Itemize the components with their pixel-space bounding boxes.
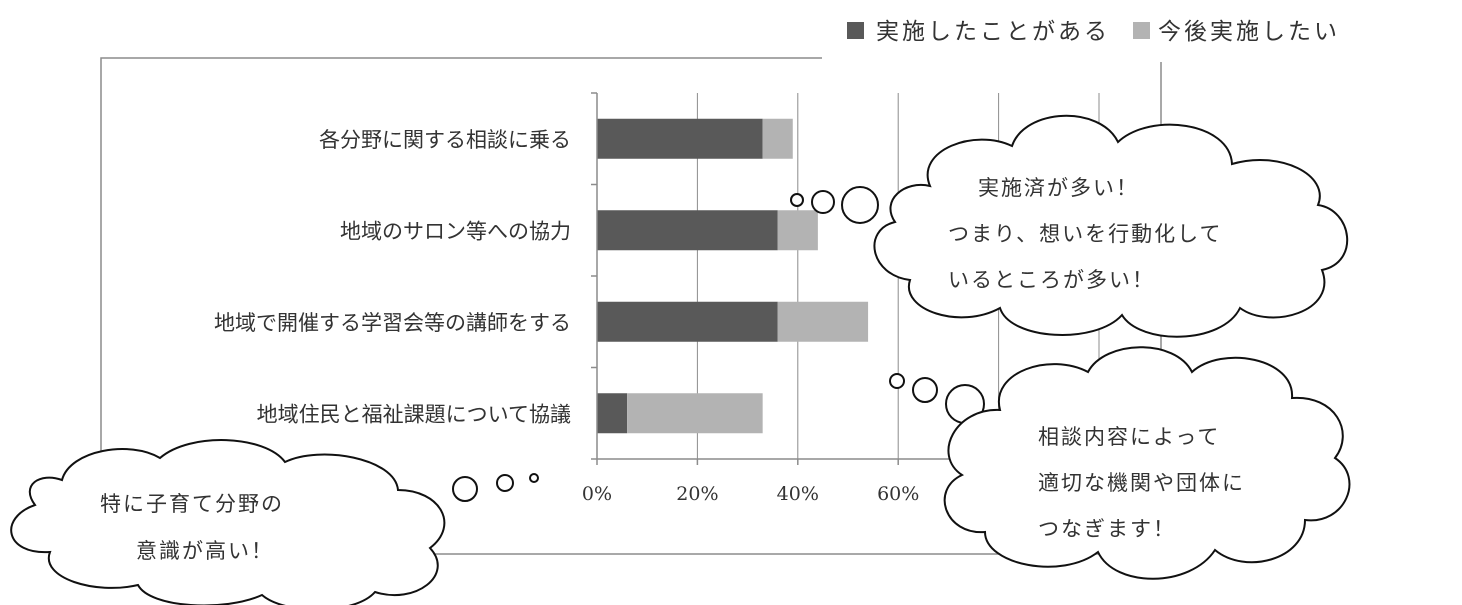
category-label: 地域住民と福祉課題について協議: [257, 402, 571, 426]
bar-series-2: [627, 393, 763, 434]
callout-line: つまり、想いを行動化して: [948, 222, 1223, 246]
legend-swatch-series-2: [1133, 22, 1150, 39]
x-tick-label: 0%: [582, 483, 612, 505]
thought-dots-top-right: [790, 186, 879, 224]
thought-dot: [912, 377, 938, 403]
category-label: 地域のサロン等への協力: [340, 219, 571, 243]
bar-series-1: [597, 393, 628, 434]
thought-dot: [841, 186, 879, 224]
category-label: 各分野に関する相談に乗る: [319, 128, 571, 152]
callout-line: 特に子育て分野の: [100, 492, 284, 516]
category-labels: 各分野に関する相談に乗る地域のサロン等への協力地域で開催する学習会等の講師をする…: [214, 128, 571, 427]
x-tick-label: 20%: [676, 483, 718, 505]
thought-dots-bottom-left: [452, 473, 539, 502]
callout-line: いるところが多い！: [948, 268, 1155, 292]
thought-dot: [811, 190, 835, 214]
bars: [597, 118, 869, 434]
legend-label-series-2: 今後実施したい: [1158, 19, 1340, 45]
thought-cloud: [943, 346, 1351, 580]
x-tick-label: 40%: [777, 483, 819, 505]
thought-dot: [529, 473, 539, 483]
category-label: 地域で開催する学習会等の講師をする: [214, 311, 571, 335]
callout-line: つなぎます！: [1038, 517, 1176, 541]
bar-series-1: [597, 301, 778, 342]
thought-dots-bottom-right: [889, 373, 985, 424]
bar-series-2: [777, 301, 869, 342]
callout-line: 実施済が多い！: [978, 176, 1139, 200]
thought-dot: [496, 474, 514, 492]
callout-bottom-left: 特に子育て分野の 意識が高い！: [10, 439, 446, 605]
bar-series-1: [597, 118, 763, 159]
bar-series-2: [762, 118, 793, 159]
legend-swatch-series-1: [847, 22, 864, 39]
thought-dot: [790, 193, 804, 207]
callout-bottom-right: 相談内容によって 適切な機関や団体に つなぎます！: [943, 346, 1351, 580]
callout-line: 相談内容によって: [1038, 425, 1220, 449]
callout-line: 適切な機関や団体に: [1038, 471, 1245, 495]
callout-top-right: 実施済が多い！ つまり、想いを行動化して いるところが多い！: [873, 114, 1348, 338]
legend-gap: [822, 54, 1167, 62]
x-tick-label: 60%: [877, 483, 919, 505]
callout-line: 意識が高い！: [136, 539, 274, 563]
thought-dot: [452, 476, 478, 502]
bar-series-2: [777, 210, 818, 251]
legend: 実施したことがある 今後実施したい: [847, 19, 1340, 45]
legend-label-series-1: 実施したことがある: [876, 19, 1110, 45]
thought-cloud: [873, 114, 1348, 338]
bar-series-1: [597, 210, 778, 251]
thought-cloud: [10, 439, 446, 605]
thought-dot: [889, 373, 905, 389]
